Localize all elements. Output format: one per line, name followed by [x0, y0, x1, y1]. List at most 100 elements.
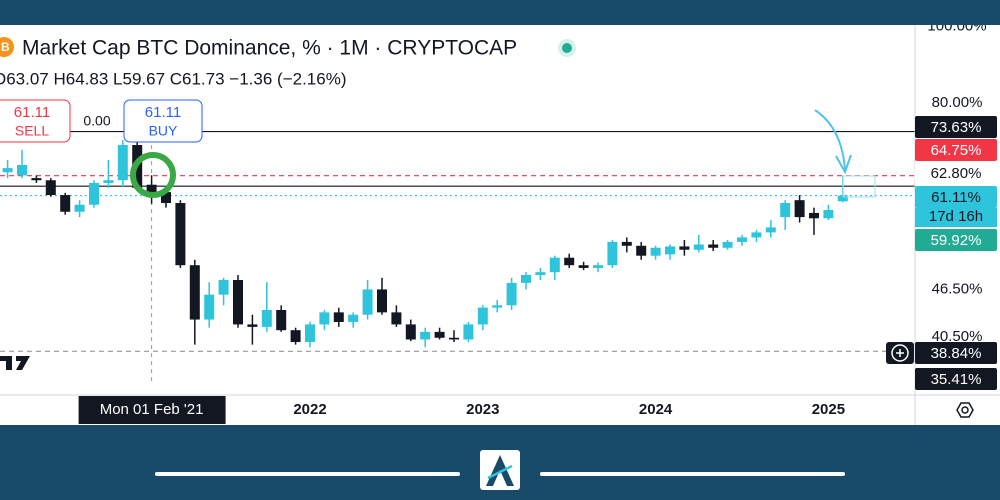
- candle-body: [290, 330, 301, 343]
- candle-body: [737, 237, 747, 242]
- top-band: [0, 0, 1000, 25]
- candle-body: [175, 203, 186, 266]
- price-tags: 73.63% 64.75% 62.80% 61.11% 17d 16h 59.92% 38.…: [915, 116, 997, 390]
- price-tag-label: 59.92%: [931, 232, 982, 249]
- sell-label: SELL: [15, 123, 49, 139]
- x-tick-label: 2025: [812, 401, 845, 418]
- candle-body: [521, 274, 531, 283]
- tv-logo: [0, 356, 30, 370]
- add-icon: [891, 344, 909, 362]
- spread: 0.00: [83, 113, 110, 129]
- candle-body: [751, 232, 762, 238]
- buy-label: BUY: [149, 123, 178, 139]
- candle-body: [636, 245, 647, 256]
- candle-body: [506, 282, 517, 306]
- settings-icon-center: [961, 406, 969, 414]
- candle-body: [708, 244, 719, 248]
- add-icon-cross: [896, 349, 904, 357]
- candle-body: [319, 312, 330, 325]
- bitcoin-icon: [0, 37, 14, 57]
- y-tick-label: 46.50%: [932, 280, 983, 297]
- candle-body: [621, 241, 632, 246]
- candle-body: [679, 246, 690, 250]
- sell-button[interactable]: [0, 99, 71, 143]
- logo-mark: [486, 455, 514, 486]
- candle-body: [377, 289, 387, 313]
- candle-body: [45, 180, 56, 196]
- candle-body: [117, 145, 128, 181]
- candle-body: [564, 257, 575, 266]
- candle-body: [549, 257, 560, 273]
- candle-body: [276, 309, 287, 331]
- candle-body: [665, 246, 675, 255]
- bitcoin-icon-glyph: B: [1, 40, 10, 54]
- candle-body: [17, 164, 27, 176]
- price-tag: [915, 186, 997, 208]
- axes: 100.00%80.00%46.50%40.50%2022 2023 2024 202…: [78, 17, 987, 424]
- price-tag-label: 73.63%: [931, 119, 982, 136]
- candle-body: [391, 312, 402, 325]
- countdown: 17d 16h: [929, 208, 983, 225]
- candle-body: [794, 200, 805, 218]
- candle-body: [261, 309, 272, 327]
- candle-body: [607, 241, 618, 266]
- price-tag-label: 35.41%: [931, 371, 982, 388]
- candle-body: [535, 272, 546, 275]
- candle-body: [650, 247, 661, 256]
- candle-body: [578, 265, 589, 268]
- candle-body: [204, 294, 215, 320]
- price-tag: [915, 342, 997, 364]
- candle-body: [161, 192, 171, 204]
- arrow: [814, 109, 846, 171]
- price-tag: [915, 162, 997, 184]
- price-tag-label: 64.75%: [931, 142, 982, 159]
- candle-body: [333, 312, 344, 322]
- candle-body: [31, 178, 42, 181]
- candle-body: [780, 203, 791, 218]
- candle-body: [405, 324, 416, 340]
- plot-area: [0, 105, 915, 385]
- countdown-tag: [915, 208, 997, 227]
- candle-body: [693, 244, 704, 250]
- crosshair-tag: [78, 396, 226, 424]
- candle-body: [837, 195, 848, 202]
- candle-body: [492, 305, 503, 308]
- candle-body: [103, 180, 114, 183]
- candle-body: [74, 204, 85, 212]
- price-tag: [915, 139, 997, 161]
- price-tag-label: 38.84%: [931, 345, 982, 362]
- candle-body: [60, 195, 71, 212]
- candle-body: [89, 182, 99, 205]
- x-tick-label: 2024: [639, 401, 673, 418]
- buy-price: 61.11: [145, 104, 181, 121]
- price-tag-label: 62.80%: [931, 165, 982, 182]
- y-tick-label: 80.00%: [932, 94, 983, 111]
- candle-body: [362, 289, 373, 315]
- highlight-circle: [130, 152, 176, 198]
- candle-body: [2, 168, 13, 173]
- crosshair-label: Mon 01 Feb '21: [100, 401, 204, 418]
- band-line-right: [540, 472, 845, 476]
- price-tag: [915, 229, 997, 251]
- chart-title: Market Cap BTC Dominance, % · 1M · CRYPT…: [22, 37, 517, 60]
- logo-stroke: [487, 464, 513, 480]
- range-box: [842, 175, 876, 198]
- candle-body: [434, 331, 445, 338]
- candle-body: [477, 307, 488, 325]
- candle-body: [823, 209, 834, 219]
- x-tick-label: 2022: [293, 401, 326, 418]
- settings-icon[interactable]: [956, 402, 974, 418]
- price-tag-label: 61.11%: [931, 189, 981, 206]
- band-line-left: [155, 472, 460, 476]
- candle-body: [348, 314, 359, 322]
- buy-button[interactable]: [123, 99, 203, 143]
- arrow-head: [835, 154, 852, 175]
- candle-body: [449, 337, 459, 340]
- y-tick-label: 40.50%: [932, 328, 983, 345]
- ohlc-header: O63.07 H64.83 L59.67 C61.73 −1.36 (−2.16…: [0, 69, 346, 88]
- sell-price: 61.11: [14, 104, 50, 121]
- candle-body: [233, 279, 243, 325]
- candle-body: [247, 324, 258, 327]
- x-tick-label: 2023: [466, 401, 499, 418]
